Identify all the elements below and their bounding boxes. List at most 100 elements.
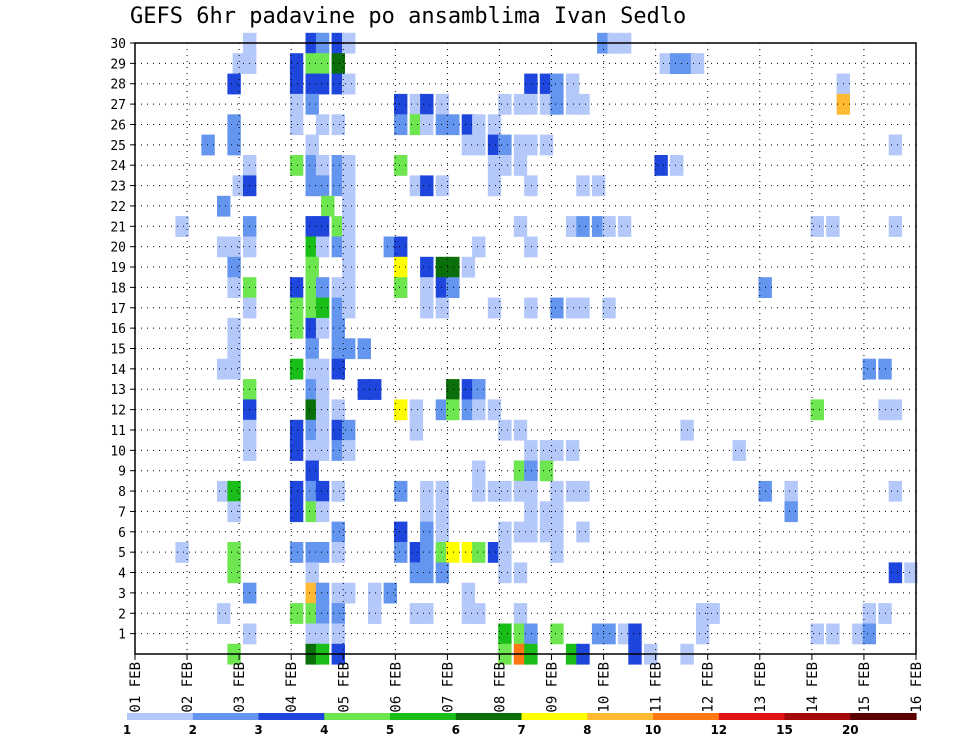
x-tick-label: 16 FEB xyxy=(909,662,925,713)
heatmap-cell xyxy=(591,216,606,237)
heatmap-cell xyxy=(368,379,382,400)
x-tick-label: 04 FEB xyxy=(284,662,300,713)
heatmap-cell xyxy=(342,216,356,237)
legend-color-swatch xyxy=(653,713,720,720)
heatmap-cell xyxy=(565,440,580,461)
heatmap-cell xyxy=(394,93,408,115)
heatmap-cell xyxy=(331,603,345,624)
heatmap-cell xyxy=(305,73,319,95)
heatmap-cell xyxy=(409,562,424,584)
heatmap-cell xyxy=(227,562,241,584)
x-tick-label: 13 FEB xyxy=(753,662,769,713)
heatmap-cell xyxy=(305,460,319,482)
heatmap-cell xyxy=(227,501,241,523)
heatmap-cell xyxy=(706,603,720,624)
heatmap-cell xyxy=(420,175,434,197)
heatmap-cell xyxy=(472,134,486,156)
y-tick-label: 24 xyxy=(110,159,126,174)
heatmap-cell xyxy=(862,603,876,624)
heatmap-cell xyxy=(420,521,434,543)
grid-lines xyxy=(135,43,916,654)
heatmap-cell xyxy=(305,562,319,584)
heatmap-cell xyxy=(487,297,502,319)
heatmap-cell xyxy=(289,93,304,115)
heatmap-cell xyxy=(826,216,840,237)
heatmap-cell xyxy=(472,399,486,421)
legend-color-swatch xyxy=(784,713,851,720)
heatmap-cell xyxy=(409,399,424,421)
heatmap-cell xyxy=(315,440,330,461)
legend: 1 2 3 4 5 6 7 8 10 12 15 20 xyxy=(123,713,917,737)
heatmap-cell xyxy=(217,195,231,217)
heatmap-cell xyxy=(289,419,304,441)
heatmap-cell xyxy=(487,134,502,156)
heatmap-cell xyxy=(628,623,642,645)
y-tick-label: 19 xyxy=(110,261,126,276)
heatmap-cell xyxy=(498,155,512,176)
heatmap-cell xyxy=(394,480,408,502)
heatmap-cell xyxy=(472,480,486,502)
heatmap-cell xyxy=(524,623,538,645)
heatmap-cell xyxy=(461,134,476,156)
heatmap-cell xyxy=(487,114,502,136)
heatmap-cell xyxy=(289,317,304,339)
heatmap-cell xyxy=(435,521,450,543)
heatmap-cell xyxy=(617,623,632,645)
heatmap-cell xyxy=(315,358,330,380)
heatmap-cell xyxy=(315,297,330,319)
heatmap-cell xyxy=(227,338,241,360)
heatmap-cell xyxy=(227,317,241,339)
heatmap-cell xyxy=(217,358,231,380)
heatmap-cell xyxy=(524,480,538,502)
y-tick-label: 16 xyxy=(110,322,126,337)
heatmap-cell xyxy=(305,399,319,421)
heatmap-cell xyxy=(289,73,304,95)
heatmap-cell xyxy=(315,236,330,258)
heatmap-cell xyxy=(331,53,345,74)
heatmap-cell xyxy=(888,134,903,156)
heatmap-cell xyxy=(420,480,434,502)
heatmap-cell xyxy=(394,114,408,136)
heatmap-cell xyxy=(513,521,528,543)
heatmap-cell xyxy=(826,623,840,645)
y-tick-label: 9 xyxy=(118,465,126,480)
y-tick-label: 27 xyxy=(110,98,126,113)
heatmap-cell xyxy=(368,603,382,624)
legend-label: 4 xyxy=(320,723,328,737)
y-tick-label: 30 xyxy=(110,37,126,52)
heatmap-cell xyxy=(784,501,798,523)
legend-color-swatch xyxy=(127,713,194,720)
heatmap-cell xyxy=(539,73,554,95)
heatmap-cell xyxy=(550,297,564,319)
heatmap-cell xyxy=(461,582,476,604)
x-axis: 01 FEB 02 FEB 03 FEB 04 FEB 05 FEB 06 FEB 07 F… xyxy=(128,654,925,713)
heatmap-cell xyxy=(487,399,502,421)
y-tick-label: 26 xyxy=(110,118,126,133)
heatmap-cell xyxy=(305,623,319,645)
heatmap-cell xyxy=(576,175,590,197)
heatmap-cell xyxy=(331,297,345,319)
legend-color-swatch xyxy=(390,713,457,720)
legend-color-swatch xyxy=(718,713,786,720)
heatmap-cell xyxy=(472,379,486,400)
heatmap-cell xyxy=(305,480,319,502)
legend-label: 10 xyxy=(645,723,662,737)
chart-title: GEFS 6hr padavine po ansamblima Ivan Sed… xyxy=(130,4,687,29)
legend-color-swatch xyxy=(258,713,325,720)
heatmap-cell xyxy=(810,216,824,237)
heatmap-cell xyxy=(435,277,450,298)
heatmap-cell xyxy=(227,73,241,95)
y-tick-label: 18 xyxy=(110,281,126,296)
heatmap-cell xyxy=(315,155,330,176)
heatmap-cell xyxy=(175,542,189,563)
heatmap-cell xyxy=(539,501,554,523)
heatmap-cell xyxy=(315,623,330,645)
y-tick-label: 20 xyxy=(110,241,126,256)
heatmap-cell xyxy=(227,236,241,258)
legend-label: 2 xyxy=(189,723,197,737)
heatmap-cell xyxy=(472,460,486,482)
heatmap-cell xyxy=(305,216,319,237)
heatmap-cell xyxy=(591,175,606,197)
x-tick-label: 11 FEB xyxy=(649,662,665,713)
